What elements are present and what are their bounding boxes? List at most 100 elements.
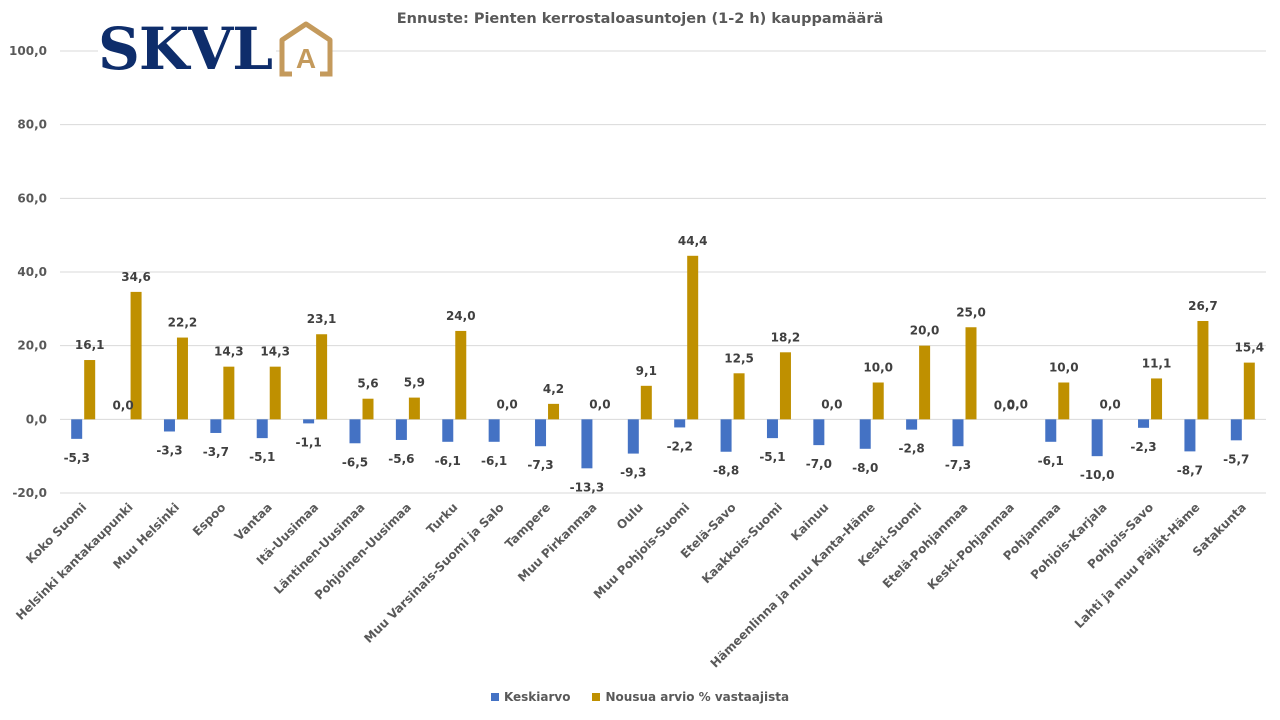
data-label-nousua: 18,2 (771, 330, 801, 344)
data-label-keskiarvo: -5,7 (1223, 452, 1249, 466)
y-tick-label: 60,0 (17, 191, 47, 205)
data-label-nousua: 34,6 (121, 270, 151, 284)
category-label: Etelä-Pohjanmaa (880, 500, 971, 591)
y-tick-label: 40,0 (17, 265, 47, 279)
legend-item-keskiarvo[interactable]: Keskiarvo (490, 690, 570, 704)
category-label: Pohjoinen-Uusimaa (312, 500, 414, 602)
bar-keskiarvo (1045, 419, 1057, 442)
bar-nousua (640, 385, 652, 420)
category-label: Keski-Pohjanmaa (925, 500, 1017, 592)
data-label-keskiarvo: -6,1 (481, 454, 507, 468)
bar-keskiarvo (952, 419, 964, 447)
bar-nousua (362, 398, 374, 420)
category-label: Vantaa (232, 500, 275, 543)
bar-keskiarvo (581, 419, 593, 469)
data-label-keskiarvo: 0,0 (112, 398, 133, 412)
bar-nousua (733, 373, 745, 420)
bar-nousua (130, 291, 142, 420)
data-label-nousua: 44,4 (678, 234, 708, 248)
category-label: Hämeenlinna ja muu Kanta-Häme (708, 500, 878, 670)
bar-nousua (965, 327, 977, 420)
gridlines (60, 50, 1266, 494)
data-label-nousua: 22,2 (168, 316, 198, 330)
legend: Keskiarvo Nousua arvio % vastaajista (0, 690, 1280, 704)
data-label-keskiarvo: -6,1 (435, 454, 461, 468)
data-label-nousua: 16,1 (75, 338, 105, 352)
data-label-nousua: 11,1 (1142, 356, 1172, 370)
data-label-nousua: 12,5 (724, 351, 754, 365)
bar-keskiarvo (766, 419, 778, 439)
data-label-keskiarvo: -6,5 (342, 455, 368, 469)
data-label-keskiarvo: -7,0 (806, 457, 832, 471)
category-label: Kainuu (788, 500, 831, 543)
logo-mark-letter: A (296, 43, 316, 74)
category-label: Kaakkois-Suomi (699, 500, 785, 586)
bar-keskiarvo (906, 419, 918, 430)
bar-nousua (872, 382, 884, 420)
y-tick-label: 80,0 (17, 118, 47, 132)
data-label-keskiarvo: -7,3 (527, 458, 553, 472)
legend-swatch-nousua (592, 693, 601, 701)
bar-keskiarvo (163, 419, 175, 432)
data-label-nousua: 14,3 (260, 345, 290, 359)
legend-item-nousua[interactable]: Nousua arvio % vastaajista (592, 690, 789, 704)
bar-keskiarvo (395, 419, 407, 440)
logo-text: SKVL (98, 18, 277, 80)
category-label: Muu Pirkanmaa (515, 500, 599, 584)
data-label-nousua: 14,3 (214, 345, 244, 359)
bar-keskiarvo (813, 419, 825, 446)
bar-keskiarvo (1184, 419, 1196, 452)
bar-nousua (1058, 382, 1070, 420)
data-label-nousua: 4,2 (543, 382, 564, 396)
data-label-nousua: 0,0 (497, 397, 518, 411)
data-labels: -5,3 16,1 0,0 34,6 -3,3 22,2 -3,7 14,3 -5,1 14,3 -… (64, 234, 1265, 495)
bar-nousua (779, 352, 791, 420)
bar-keskiarvo (720, 419, 732, 452)
bar-nousua (269, 366, 281, 420)
data-label-nousua: 24,0 (446, 309, 476, 323)
bar-nousua (1243, 362, 1255, 420)
data-label-keskiarvo: -8,8 (713, 464, 739, 478)
y-tick-label: 0,0 (26, 412, 47, 426)
bar-nousua (455, 330, 467, 420)
bar-keskiarvo (256, 419, 268, 439)
bar-keskiarvo (859, 419, 871, 449)
data-label-nousua: 0,0 (1100, 397, 1121, 411)
category-label: Läntinen-Uusimaa (271, 500, 368, 597)
bars (71, 255, 1255, 469)
bar-keskiarvo (1138, 419, 1150, 428)
bar-keskiarvo (71, 419, 83, 439)
data-label-nousua: 23,1 (307, 312, 337, 326)
house-a-logo-icon: A (279, 21, 333, 77)
chart-title: Ennuste: Pienten kerrostaloasuntojen (1-… (396, 11, 884, 27)
bar-keskiarvo (1230, 419, 1242, 441)
data-label-keskiarvo: -6,1 (1038, 454, 1064, 468)
data-label-nousua: 15,4 (1235, 341, 1265, 355)
data-label-keskiarvo: -3,3 (156, 443, 182, 457)
data-label-keskiarvo: -1,1 (295, 435, 321, 449)
bar-nousua (1197, 320, 1209, 420)
category-label: Oulu (614, 500, 646, 532)
bar-keskiarvo (674, 419, 686, 428)
data-label-nousua: 0,0 (1007, 397, 1028, 411)
data-label-keskiarvo: -5,1 (759, 450, 785, 464)
data-label-nousua: 25,0 (956, 305, 986, 319)
category-label: Espoo (190, 500, 228, 538)
data-label-keskiarvo: -2,3 (1130, 440, 1156, 454)
data-label-keskiarvo: -5,3 (64, 451, 90, 465)
legend-label-nousua: Nousua arvio % vastaajista (605, 690, 790, 704)
bar-keskiarvo (535, 419, 547, 447)
data-label-keskiarvo: -10,0 (1080, 468, 1115, 482)
bar-nousua (687, 255, 699, 420)
bar-keskiarvo (488, 419, 500, 442)
data-label-keskiarvo: -8,0 (852, 461, 878, 475)
bar-keskiarvo (1091, 419, 1103, 457)
data-label-keskiarvo: -3,7 (203, 445, 229, 459)
bar-keskiarvo (210, 419, 222, 433)
y-tick-label: 100,0 (9, 44, 47, 58)
data-label-nousua: 5,6 (357, 377, 378, 391)
y-tick-label: -20,0 (12, 486, 47, 500)
data-label-keskiarvo: -7,3 (945, 458, 971, 472)
data-label-nousua: 10,0 (1049, 361, 1079, 375)
